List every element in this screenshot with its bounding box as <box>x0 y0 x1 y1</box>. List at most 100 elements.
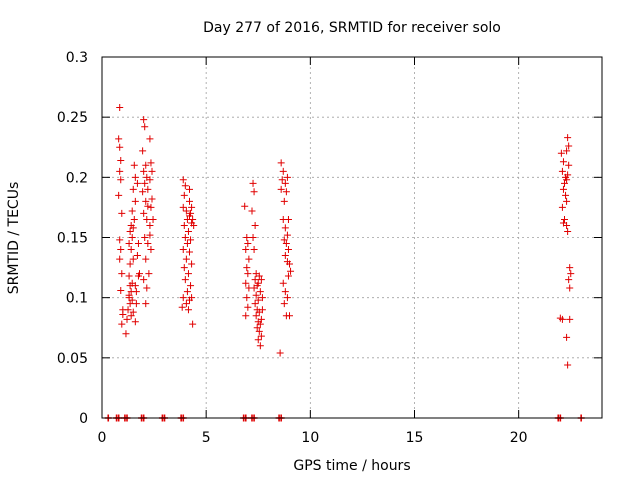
data-point-48 <box>133 252 141 260</box>
data-point-69 <box>142 255 150 263</box>
data-point-7 <box>118 209 126 217</box>
data-point-166 <box>282 188 290 196</box>
data-point-108 <box>178 303 186 311</box>
x-tick-label-5: 5 <box>202 430 211 446</box>
data-point-102 <box>181 276 189 284</box>
data-point-170 <box>283 231 291 239</box>
data-point-182 <box>280 300 288 308</box>
data-point-85 <box>186 185 193 193</box>
data-point-75 <box>147 159 155 167</box>
data-point-140 <box>254 296 262 304</box>
data-point-41 <box>131 173 139 181</box>
data-point-109 <box>188 294 196 302</box>
data-point-100 <box>180 264 188 272</box>
data-point-128 <box>242 312 250 320</box>
data-point-83 <box>181 182 189 190</box>
data-point-104 <box>183 288 191 296</box>
data-point-192 <box>564 171 572 179</box>
data-point-36 <box>127 221 135 229</box>
data-point-139 <box>252 291 260 299</box>
data-point-46 <box>131 282 139 290</box>
data-point-121 <box>245 255 253 263</box>
data-point-162 <box>281 179 289 187</box>
data-point-59 <box>144 185 152 193</box>
data-point-144 <box>252 312 260 320</box>
data-point-201 <box>564 134 572 142</box>
data-point-5 <box>117 176 125 184</box>
data-point-92 <box>184 227 192 235</box>
data-point-94 <box>187 236 195 244</box>
data-point-84 <box>180 191 188 199</box>
data-point-86 <box>179 203 187 211</box>
data-point-146 <box>256 320 264 328</box>
data-point-155 <box>258 306 266 314</box>
data-point-87 <box>182 207 190 215</box>
data-point-195 <box>563 197 571 205</box>
data-point-29 <box>126 260 134 268</box>
data-point-176 <box>286 260 293 268</box>
data-point-122 <box>243 264 251 272</box>
data-point-45 <box>132 300 140 308</box>
data-point-200 <box>564 227 572 235</box>
data-point-156 <box>256 288 264 296</box>
data-point-78 <box>148 195 156 203</box>
data-point-76 <box>148 167 156 175</box>
y-tick-label-2: 0.1 <box>66 291 88 307</box>
data-point-34 <box>126 227 134 235</box>
data-point-39 <box>131 197 139 205</box>
data-point-50 <box>134 240 142 248</box>
chart-title: Day 277 of 2016, SRMTID for receiver sol… <box>203 20 501 36</box>
x-tick-label-10: 10 <box>301 430 319 446</box>
data-point-202 <box>565 142 573 150</box>
data-point-138 <box>250 284 258 292</box>
data-point-124 <box>242 279 250 287</box>
y-axis-label: SRMTID / TECUs <box>6 182 22 295</box>
data-point-204 <box>565 161 573 169</box>
data-point-173 <box>284 246 292 254</box>
data-point-71 <box>140 276 148 284</box>
data-point-61 <box>142 197 150 205</box>
data-point-11 <box>118 270 126 278</box>
data-point-18 <box>125 272 133 280</box>
data-point-65 <box>146 221 154 229</box>
data-point-208 <box>566 284 574 292</box>
data-point-197 <box>561 215 568 223</box>
data-point-62 <box>144 202 152 210</box>
data-point-6 <box>115 191 123 199</box>
data-point-66 <box>141 234 149 241</box>
data-point-1 <box>115 135 123 143</box>
data-point-184 <box>286 312 293 320</box>
data-points <box>115 104 575 369</box>
data-point-93 <box>181 234 189 241</box>
data-point-99 <box>188 260 196 268</box>
data-point-26 <box>129 308 137 316</box>
data-point-168 <box>284 215 292 223</box>
data-point-96 <box>179 246 187 254</box>
data-point-31 <box>127 246 135 254</box>
data-point-185 <box>276 349 284 357</box>
data-point-150 <box>254 336 262 344</box>
data-point-98 <box>182 255 190 263</box>
data-point-117 <box>241 202 249 210</box>
axis-ticks <box>101 56 602 419</box>
data-point-174 <box>281 252 289 260</box>
data-point-178 <box>284 272 292 280</box>
data-point-213 <box>564 361 572 369</box>
data-point-205 <box>566 264 574 272</box>
data-point-187 <box>559 158 567 166</box>
data-point-164 <box>280 197 288 205</box>
x-tick-label-0: 0 <box>98 430 107 446</box>
data-point-72 <box>143 284 151 292</box>
data-point-70 <box>145 270 153 278</box>
x-tick-labels: 0 5 10 15 20 <box>98 430 528 446</box>
data-point-32 <box>125 240 133 248</box>
y-tick-label-4: 0.2 <box>66 170 88 186</box>
data-point-51 <box>132 288 140 296</box>
data-point-114 <box>188 203 196 211</box>
data-point-40 <box>129 185 137 193</box>
data-point-64 <box>143 215 151 223</box>
data-point-97 <box>186 248 193 256</box>
data-point-55 <box>142 161 150 169</box>
data-point-15 <box>119 311 127 319</box>
